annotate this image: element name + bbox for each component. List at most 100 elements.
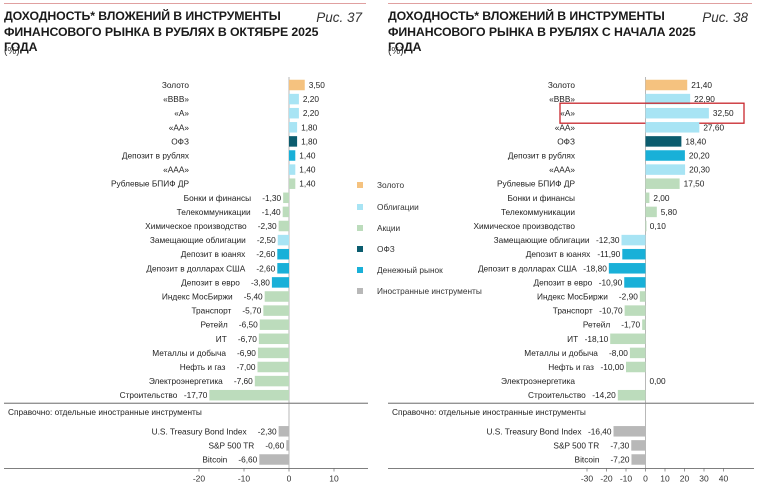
value-label: -7,00 [237, 362, 256, 372]
bar [645, 93, 691, 105]
unit-label: (%) [388, 46, 404, 57]
bar [645, 79, 688, 91]
category-label: «AAA» [163, 165, 189, 175]
value-label: 22,90 [694, 94, 715, 104]
value-label: 27,60 [703, 122, 724, 132]
bar [283, 192, 289, 204]
bar [286, 440, 289, 451]
category-label: Рублевые БПИФ ДР [497, 179, 576, 189]
value-label: -6,60 [238, 455, 257, 465]
chart-panel-fig37: ДОХОДНОСТЬ* ВЛОЖЕНИЙ В ИНСТРУМЕНТЫ ФИНАН… [0, 0, 372, 486]
value-label: 17,50 [684, 179, 705, 189]
value-label: -16,40 [588, 426, 612, 436]
category-label: «A» [560, 108, 575, 118]
bar [626, 361, 646, 373]
bar [645, 164, 686, 175]
x-tick-label: 10 [660, 474, 670, 484]
legend-swatch [357, 204, 363, 210]
legend-label: Денежный рынок [377, 265, 443, 275]
bar [613, 426, 646, 437]
bar [289, 150, 296, 161]
x-tick-label: 10 [329, 474, 339, 484]
x-tick-label: -20 [600, 474, 613, 484]
bar [278, 426, 289, 437]
value-label: 0,10 [650, 221, 667, 231]
category-label: S&P 500 TR [208, 440, 254, 450]
bar [645, 136, 682, 147]
bar [289, 136, 298, 147]
value-label: -10,00 [600, 362, 624, 372]
bar [645, 107, 709, 119]
category-label: Химическое производство [145, 221, 247, 231]
figure-label: Рис. 37 [316, 10, 362, 25]
category-label: Депозит в юанях [181, 249, 246, 259]
category-label: S&P 500 TR [553, 440, 599, 450]
value-label: -5,70 [242, 306, 261, 316]
bar [621, 234, 646, 246]
value-label: 2,20 [303, 94, 320, 104]
bar [645, 178, 680, 189]
value-label: 20,20 [689, 151, 710, 161]
divider-line [388, 3, 752, 4]
value-label: 2,00 [653, 193, 670, 203]
value-label: -3,80 [251, 277, 270, 287]
value-label: 3,50 [309, 80, 326, 90]
bar [645, 206, 657, 218]
bar-chart-fig38: Справочно: отдельные иностранные инструм… [388, 77, 754, 484]
legend-label: Золото [377, 180, 405, 190]
category-label: Депозит в евро [533, 277, 592, 287]
bar [277, 248, 289, 260]
value-label: 1,40 [299, 179, 316, 189]
category-label: «AAA» [549, 165, 575, 175]
value-label: 5,80 [661, 207, 678, 217]
category-label: Телекоммуникации [177, 207, 251, 217]
bar [631, 440, 646, 451]
value-label: 18,40 [685, 136, 706, 146]
bar [258, 333, 289, 345]
bar [277, 263, 289, 274]
bar [289, 164, 296, 175]
category-label: U.S. Treasury Bond Index [487, 426, 583, 436]
category-label: Индекс МосБиржи [537, 292, 608, 302]
category-label: Bitcoin [202, 455, 227, 465]
category-label: Замещающие облигации [150, 235, 246, 245]
category-label: Транспорт [191, 306, 231, 316]
bar [617, 389, 646, 401]
category-label: Электроэнергетика [501, 376, 575, 386]
figure-label: Рис. 38 [702, 10, 748, 25]
bar [289, 122, 298, 133]
category-label: ОФЗ [557, 136, 575, 146]
value-label: 20,30 [689, 165, 710, 175]
category-label: Бонки и финансы [507, 193, 575, 203]
value-label: -7,20 [611, 455, 630, 465]
x-tick-label: 30 [699, 474, 709, 484]
category-label: Золото [548, 80, 576, 90]
x-tick-label: 0 [287, 474, 292, 484]
value-label: 1,80 [301, 122, 318, 132]
value-label: -7,60 [234, 376, 253, 386]
legend-label: ОФЗ [377, 244, 395, 254]
category-label: Депозит в евро [181, 277, 240, 287]
value-label: -10,70 [599, 306, 623, 316]
category-label: U.S. Treasury Bond Index [152, 426, 248, 436]
category-label: «BBB» [163, 94, 189, 104]
value-label: 0,00 [650, 376, 667, 386]
category-label: Депозит в долларах США [478, 263, 577, 273]
value-label: -2,90 [619, 292, 638, 302]
bar [645, 192, 650, 204]
value-label: -18,10 [585, 334, 609, 344]
x-tick-label: 0 [643, 474, 648, 484]
category-label: Металлы и добыча [524, 348, 598, 358]
unit-label: (%) [4, 46, 20, 57]
bar [263, 305, 289, 316]
bar [624, 305, 646, 316]
bar [259, 454, 289, 465]
value-label: 32,50 [713, 108, 734, 118]
category-label: Депозит в рублях [122, 151, 190, 161]
bar [289, 93, 299, 105]
value-label: -1,70 [621, 320, 640, 330]
bar [642, 319, 646, 330]
bar [608, 263, 646, 274]
legend-swatch [357, 225, 363, 231]
category-label: Строительство [528, 390, 586, 400]
